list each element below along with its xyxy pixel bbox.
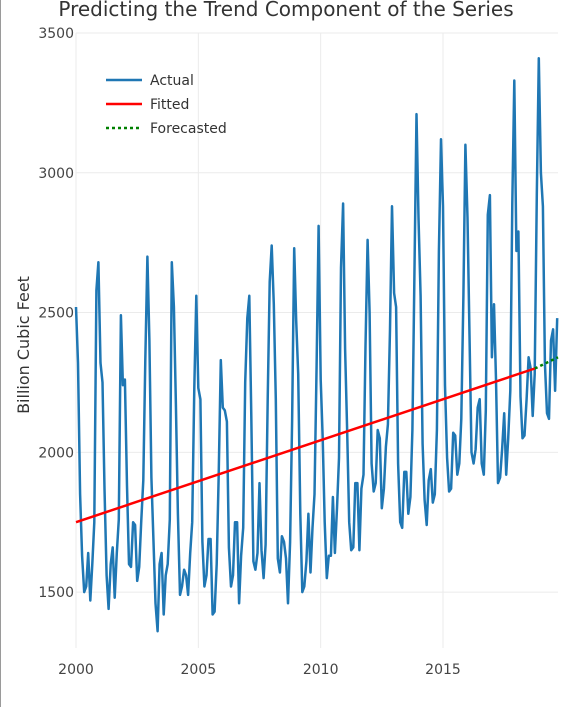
x-tick-label: 2015 (425, 662, 461, 678)
x-tick-label: 2005 (181, 662, 217, 678)
x-tick-labels: 2000 2005 2010 2015 (58, 662, 461, 678)
y-tick-labels: 1500 2000 2500 3000 3500 (38, 26, 74, 601)
legend[interactable]: Actual Fitted Forecasted (106, 73, 227, 137)
y-tick-label: 1500 (38, 585, 74, 601)
x-tick-label: 2000 (58, 662, 94, 678)
chart-title: Predicting the Trend Component of the Se… (58, 0, 513, 21)
legend-item-forecasted[interactable]: Forecasted (150, 121, 227, 137)
series-line-fitted (75, 367, 536, 524)
x-tick-label: 2010 (303, 662, 339, 678)
legend-item-actual[interactable]: Actual (150, 73, 194, 89)
y-tick-label: 3000 (38, 166, 74, 182)
y-tick-label: 2000 (38, 445, 74, 461)
y-tick-label: 3500 (38, 26, 74, 42)
series-line-forecasted (534, 356, 559, 370)
y-tick-label: 2500 (38, 306, 74, 322)
series-line-actual (74, 56, 559, 633)
gridlines (75, 32, 558, 648)
y-axis-label: Billion Cubic Feet (14, 276, 33, 414)
legend-item-fitted[interactable]: Fitted (150, 97, 189, 113)
window-left-border (0, 0, 1, 707)
plot-area (74, 56, 559, 633)
